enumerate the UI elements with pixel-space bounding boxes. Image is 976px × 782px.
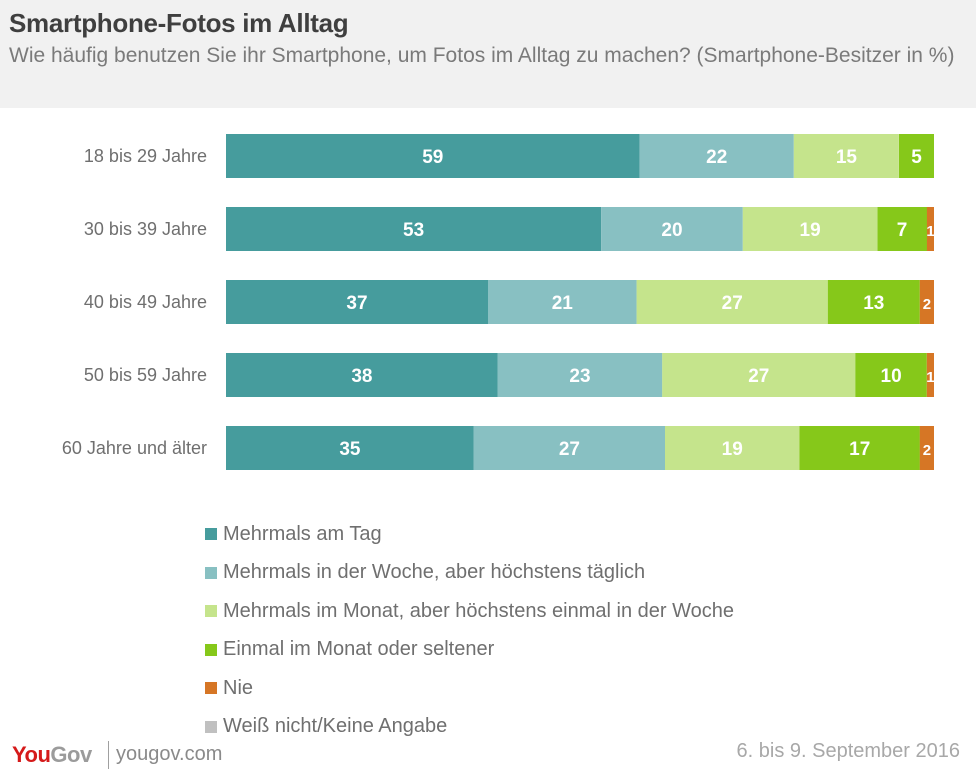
legend-swatch <box>205 566 217 579</box>
legend-item: Nie <box>205 669 734 708</box>
bar-segment <box>473 426 665 470</box>
data-label: 2 <box>923 442 931 459</box>
bar-segment <box>899 134 934 178</box>
legend-item: Mehrmals in der Woche, aber höchstens tä… <box>205 554 734 593</box>
bar-segment <box>636 280 828 324</box>
footer-divider <box>108 741 109 769</box>
category-label: 40 bis 49 Jahre <box>84 292 207 312</box>
category-label: 30 bis 39 Jahre <box>84 219 207 239</box>
bar-segment <box>926 207 934 251</box>
data-label: 21 <box>552 293 574 314</box>
legend-label: Mehrmals in der Woche, aber höchstens tä… <box>223 561 646 584</box>
legend-swatch <box>205 643 217 656</box>
data-label: 19 <box>722 439 743 460</box>
bar-segment <box>226 134 640 178</box>
bar-segment <box>226 353 498 397</box>
data-label: 23 <box>569 366 590 387</box>
chart-title: Smartphone-Fotos im Alltag <box>9 8 349 38</box>
bar-segment <box>799 426 920 470</box>
legend-item: Einmal im Monat oder seltener <box>205 631 734 670</box>
legend-label: Mehrmals am Tag <box>223 522 382 545</box>
bar-segment <box>639 134 794 178</box>
data-label: 53 <box>403 220 424 241</box>
bar-segment <box>793 134 899 178</box>
data-label: 19 <box>800 220 821 241</box>
data-label: 5 <box>911 147 922 168</box>
data-label: 15 <box>836 147 858 168</box>
bars-group: 18 bis 29 Jahre 59 22 15 530 bis 39 Jahre 53 2… <box>62 134 935 470</box>
legend-swatch <box>205 720 217 733</box>
data-label: 38 <box>351 366 372 387</box>
stacked-bar-chart: 18 bis 29 Jahre 59 22 15 530 bis 39 Jahre 53 2… <box>62 134 935 470</box>
data-label: 2 <box>923 296 931 313</box>
bar-segment <box>742 207 878 251</box>
data-label: 7 <box>897 220 908 241</box>
data-label: 59 <box>422 147 443 168</box>
bar-segment <box>877 207 927 251</box>
category-label: 60 Jahre und älter <box>62 438 207 458</box>
category-label: 50 bis 59 Jahre <box>84 365 207 385</box>
chart-subtitle: Wie häufig benutzen Sie ihr Smartphone, … <box>9 44 955 67</box>
bar-segment <box>662 353 856 397</box>
bar-segment <box>226 426 474 470</box>
legend-label: Nie <box>223 676 254 699</box>
category-label: 18 bis 29 Jahre <box>84 146 207 166</box>
bar-segment <box>665 426 800 470</box>
chart-header: Smartphone-Fotos im Alltag Wie häufig be… <box>0 0 976 108</box>
data-label: 35 <box>339 439 361 460</box>
data-label: 27 <box>559 439 580 460</box>
bar-segment <box>601 207 743 251</box>
data-label: 1 <box>926 369 934 386</box>
legend-swatch <box>205 528 217 541</box>
data-label: 17 <box>849 439 870 460</box>
data-label: 27 <box>748 366 769 387</box>
logo-you: You <box>12 742 51 767</box>
data-label: 27 <box>722 293 743 314</box>
data-label: 13 <box>863 293 884 314</box>
data-label: 37 <box>346 293 367 314</box>
data-label: 22 <box>706 147 727 168</box>
bar-segment <box>827 280 920 324</box>
data-label: 1 <box>926 223 934 240</box>
bar-segment <box>497 353 663 397</box>
footer-date: 6. bis 9. September 2016 <box>736 740 960 762</box>
legend-label: Mehrmals im Monat, aber höchstens einmal… <box>223 599 734 622</box>
data-label: 20 <box>661 220 682 241</box>
bar-segment <box>226 280 488 324</box>
legend-item: Mehrmals am Tag <box>205 515 734 554</box>
bar-segment <box>926 353 934 397</box>
footer-url: yougov.com <box>116 743 223 765</box>
legend-label: Weiß nicht/Keine Angabe <box>223 715 448 738</box>
bar-segment <box>919 426 934 470</box>
legend-label: Einmal im Monat oder seltener <box>223 638 495 661</box>
data-label: 10 <box>881 366 902 387</box>
legend-item: Mehrmals im Monat, aber höchstens einmal… <box>205 592 734 631</box>
bar-segment <box>488 280 637 324</box>
bar-segment <box>919 280 934 324</box>
bar-segment <box>855 353 927 397</box>
legend-item: Weiß nicht/Keine Angabe <box>205 708 734 747</box>
logo-gov: Gov <box>50 742 92 767</box>
legend: Mehrmals am Tag Mehrmals in der Woche, ab… <box>205 515 734 746</box>
legend-swatch <box>205 605 217 618</box>
bar-segment <box>226 207 602 251</box>
legend-swatch <box>205 682 217 695</box>
yougov-logo: YouGov <box>12 742 92 768</box>
